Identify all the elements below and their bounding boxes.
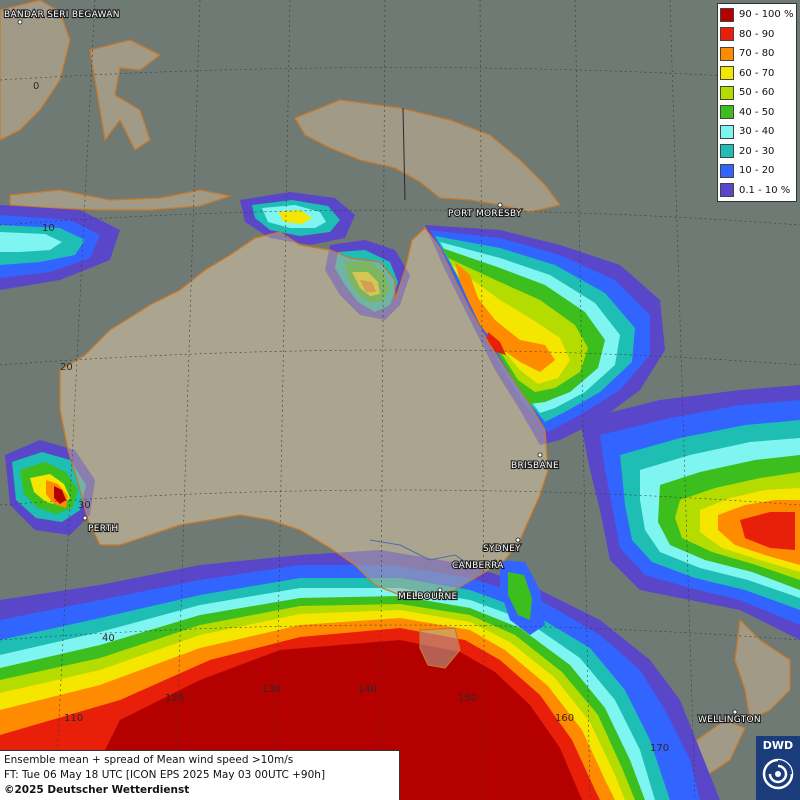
lon-line-160 <box>574 0 591 800</box>
lat-line-30 <box>0 489 800 506</box>
lat-label-30: 30 <box>78 500 91 511</box>
lon-line-130 <box>274 0 291 800</box>
city-label-brisbane: BRISBANE <box>511 461 559 471</box>
band-nw-30 <box>0 232 62 252</box>
city-label-wellington: WELLINGTON <box>698 715 761 725</box>
legend-swatch <box>720 144 734 159</box>
land-tasmania-overlay <box>419 627 461 669</box>
dwd-logo-text: DWD <box>762 739 794 752</box>
city-dot-wellington <box>732 709 738 715</box>
land-sulawesi <box>89 39 162 151</box>
legend-label: 80 - 90 <box>739 28 775 40</box>
legend-label: 50 - 60 <box>739 87 775 99</box>
lon-label-170: 170 <box>650 743 669 754</box>
land-new-guinea <box>294 99 562 213</box>
lat-label-0: 0 <box>33 81 39 92</box>
lon-label-140: 140 <box>358 684 377 695</box>
city-label-port-moresby: PORT MORESBY <box>448 209 522 219</box>
band-coral-70 <box>455 262 555 372</box>
legend-swatch <box>720 27 734 42</box>
city-dot-sydney <box>515 537 521 543</box>
forecast-time: FT: Tue 06 May 18 UTC [ICON EPS 2025 May… <box>4 769 326 781</box>
lat-line-0 <box>0 67 800 81</box>
legend-row: 60 - 70 <box>720 64 796 84</box>
city-label-canberra: CANBERRA <box>452 561 504 571</box>
city-dot-bandar <box>17 19 23 25</box>
legend-label: 90 - 100 % <box>739 9 794 21</box>
land-overlay <box>59 227 549 669</box>
band-coral-80 <box>486 332 506 355</box>
lon-label-130: 130 <box>262 684 281 695</box>
lat-label-10: 10 <box>42 223 55 234</box>
land-borneo <box>0 0 71 141</box>
legend-swatch <box>720 66 734 81</box>
legend-row: 90 - 100 % <box>720 5 796 25</box>
legend-row: 0.1 - 10 % <box>720 181 796 201</box>
legend-swatch <box>720 85 734 100</box>
lat-line-40 <box>0 624 800 641</box>
legend-swatch <box>720 124 734 139</box>
city-label-sydney: SYDNEY <box>483 544 521 554</box>
city-markers <box>17 19 738 715</box>
lon-label-120: 120 <box>165 693 184 704</box>
dwd-logo: DWD <box>756 736 800 800</box>
lon-label-160: 160 <box>555 713 574 724</box>
info-box: Ensemble mean + spread of Mean wind spee… <box>0 750 400 800</box>
legend-swatch <box>720 163 734 178</box>
legend-swatch <box>720 183 734 198</box>
legend-label: 30 - 40 <box>739 126 775 138</box>
legend-row: 20 - 30 <box>720 142 796 162</box>
legend-label: 0.1 - 10 % <box>739 184 791 196</box>
copyright: ©2025 Deutscher Wetterdienst <box>4 784 190 796</box>
product-description: Ensemble mean + spread of Mean wind spee… <box>4 754 294 766</box>
legend-swatch <box>720 7 734 22</box>
band-arafura-60 <box>278 210 312 224</box>
city-dot-melbourne <box>437 587 443 593</box>
swirl-icon <box>762 758 794 790</box>
land-new-zealand-north <box>734 618 791 721</box>
legend-swatch <box>720 105 734 120</box>
lon-line-150 <box>479 0 486 800</box>
legend: 90 - 100 % 80 - 90 70 - 80 60 - 70 50 - … <box>717 3 797 202</box>
probability-field <box>0 192 800 800</box>
legend-row: 30 - 40 <box>720 122 796 142</box>
legend-row: 70 - 80 <box>720 44 796 64</box>
city-dot-brisbane <box>537 452 543 458</box>
legend-row: 50 - 60 <box>720 83 796 103</box>
city-label-melbourne: MELBOURNE <box>398 592 458 602</box>
png-border <box>402 107 406 201</box>
lon-line-110 <box>54 0 96 800</box>
legend-row: 10 - 20 <box>720 161 796 181</box>
lat-label-20: 20 <box>60 362 73 373</box>
lon-line-140 <box>379 0 386 800</box>
city-dot-perth <box>82 515 88 521</box>
city-label-bandar: BANDAR SERI BEGAWAN <box>4 10 120 20</box>
lon-line-170 <box>669 0 696 800</box>
legend-label: 70 - 80 <box>739 48 775 60</box>
band-tasman-80 <box>740 512 795 550</box>
legend-label: 60 - 70 <box>739 67 775 79</box>
city-label-perth: PERTH <box>88 524 118 534</box>
city-dot-port-moresby <box>497 202 503 208</box>
murray-river <box>369 539 471 566</box>
legend-label: 40 - 50 <box>739 106 775 118</box>
city-dot-canberra <box>492 559 498 565</box>
legend-label: 20 - 30 <box>739 145 775 157</box>
land-lesser-sunda <box>9 189 233 211</box>
lat-label-40: 40 <box>102 633 115 644</box>
lon-label-110: 110 <box>64 713 83 724</box>
lon-label-150: 150 <box>458 693 477 704</box>
legend-label: 10 - 20 <box>739 165 775 177</box>
lat-line-20 <box>0 349 800 366</box>
lon-line-120 <box>174 0 201 800</box>
lat-line-10 <box>0 209 800 226</box>
band-sydney-40 <box>508 572 532 620</box>
legend-row: 80 - 90 <box>720 25 796 45</box>
legend-swatch <box>720 46 734 61</box>
land-australia-overlay <box>59 227 549 599</box>
legend-row: 40 - 50 <box>720 103 796 123</box>
band-perth-90 <box>54 486 66 504</box>
